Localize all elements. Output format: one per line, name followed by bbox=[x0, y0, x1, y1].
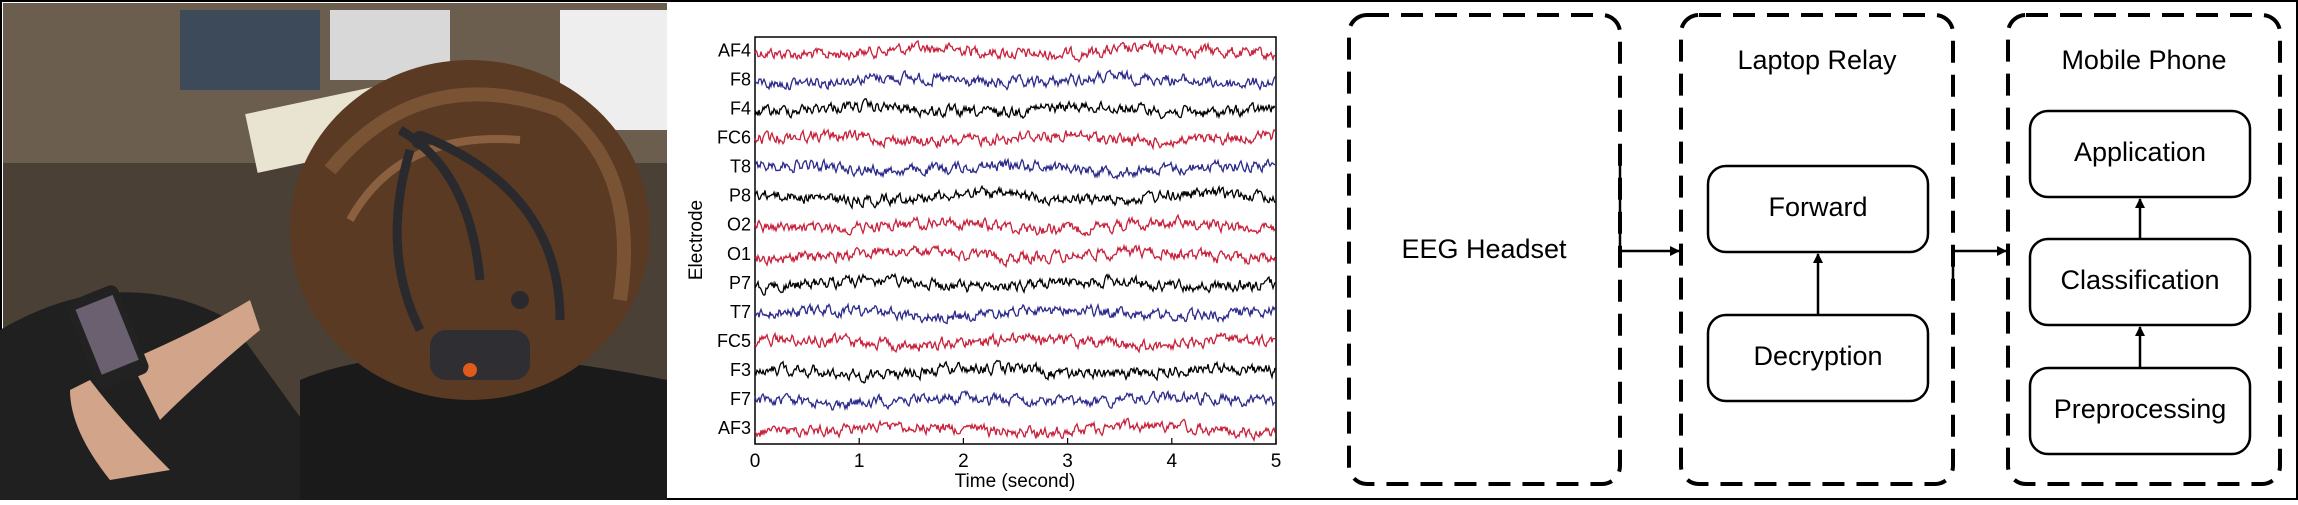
x-axis-label: Time (second) bbox=[955, 471, 1076, 492]
phone-title: Mobile Phone bbox=[2061, 45, 2226, 75]
eeg-trace bbox=[754, 213, 1276, 237]
y-tick-label: F3 bbox=[730, 360, 751, 380]
y-tick-label: T7 bbox=[730, 302, 751, 322]
eeg-trace bbox=[754, 272, 1276, 297]
y-tick-label: T8 bbox=[730, 157, 751, 177]
arrow bbox=[1618, 150, 1680, 256]
node-label: Forward bbox=[1768, 192, 1867, 222]
x-tick-label: 3 bbox=[1062, 451, 1073, 472]
eeg-trace bbox=[754, 97, 1276, 120]
eeg-trace bbox=[754, 302, 1276, 325]
x-tick-label: 2 bbox=[958, 451, 969, 472]
headset-label: EEG Headset bbox=[1401, 234, 1567, 264]
y-tick-label: F4 bbox=[730, 98, 751, 118]
eeg-trace bbox=[754, 39, 1276, 63]
x-tick-label: 0 bbox=[750, 451, 761, 472]
y-tick-label: O1 bbox=[727, 244, 751, 264]
photo bbox=[0, 3, 667, 500]
arrow bbox=[1951, 246, 2007, 300]
phone-box bbox=[2006, 13, 2282, 486]
eeg-trace bbox=[754, 243, 1276, 269]
y-tick-label: P7 bbox=[729, 273, 751, 293]
eeg-trace bbox=[754, 68, 1276, 91]
node-label: Classification bbox=[2060, 265, 2219, 295]
diagram: EEG Headset Laptop Relay Forward Decrypt… bbox=[1347, 13, 2282, 486]
y-tick-label: AF4 bbox=[718, 40, 751, 60]
x-tick-label: 5 bbox=[1271, 451, 1282, 472]
eeg-trace bbox=[754, 184, 1276, 210]
node bbox=[2028, 109, 2252, 199]
plot-frame bbox=[754, 36, 1277, 445]
node-label: Application bbox=[2074, 137, 2206, 167]
y-tick-label: FC5 bbox=[717, 331, 751, 351]
y-tick-label: F8 bbox=[730, 69, 751, 89]
node-label: Preprocessing bbox=[2054, 394, 2227, 424]
y-tick-label: P8 bbox=[729, 186, 751, 206]
x-tick-label: 4 bbox=[1167, 451, 1178, 472]
eeg-trace bbox=[754, 389, 1276, 411]
laptop-title: Laptop Relay bbox=[1737, 45, 1897, 75]
eeg-trace bbox=[754, 331, 1276, 354]
node bbox=[1706, 164, 1930, 254]
eeg-trace bbox=[754, 127, 1276, 151]
eeg-trace bbox=[754, 359, 1276, 384]
x-tick-label: 1 bbox=[854, 451, 865, 472]
eeg-trace bbox=[754, 417, 1276, 443]
eeg-chart: Time (second) Electrode 0 1 2 3 4 5 AF4 F8 F4 FC6… bbox=[686, 36, 1282, 492]
y-axis-label: Electrode bbox=[686, 200, 707, 280]
laptop-box bbox=[1679, 13, 1955, 486]
y-tick-label: AF3 bbox=[718, 418, 751, 438]
y-tick-label: O2 bbox=[727, 215, 751, 235]
node-label: Decryption bbox=[1753, 341, 1882, 371]
y-tick-label: F7 bbox=[730, 389, 751, 409]
eeg-trace bbox=[754, 157, 1276, 181]
y-tick-label: FC6 bbox=[717, 128, 751, 148]
